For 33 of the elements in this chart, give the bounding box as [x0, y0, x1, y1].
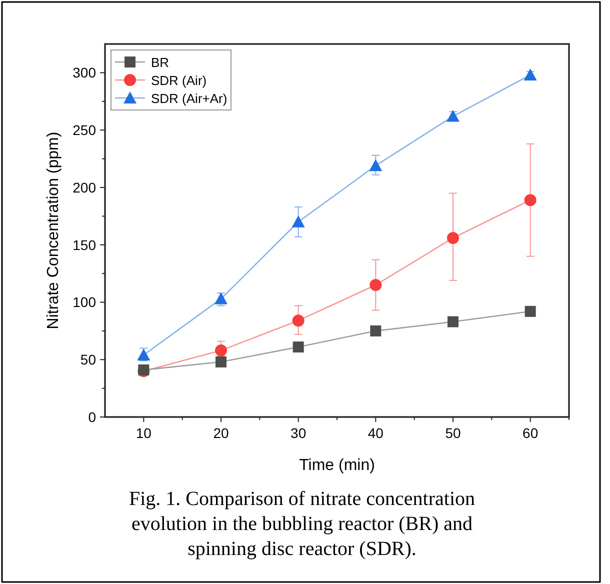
- point: [216, 356, 226, 368]
- y-tick-label: 250: [72, 122, 96, 138]
- x-tick-label: 50: [445, 425, 461, 441]
- y-tick-label: 300: [72, 64, 96, 81]
- point: [524, 194, 536, 206]
- y-tick-label: 150: [72, 236, 96, 253]
- y-axis-title: Nitrate Concentration (ppm): [45, 132, 62, 330]
- point: [448, 316, 458, 328]
- y-tick-label: 0: [88, 409, 96, 425]
- x-tick-label: 30: [290, 425, 306, 441]
- legend-label: SDR (Air+Ar): [151, 91, 228, 106]
- point: [215, 344, 227, 356]
- x-tick-label: 20: [213, 425, 229, 441]
- point: [447, 232, 459, 244]
- y-tick-label: 200: [72, 179, 96, 196]
- caption: Fig. 1. Comparison of nitrate concentration evolution in the bubbling reactor (BR) and spinning disc reactor (SDR).: [128, 488, 476, 560]
- x-tick-label: 40: [368, 425, 384, 441]
- point: [292, 215, 305, 228]
- y-tick-label: 50: [80, 352, 96, 368]
- point: [524, 306, 536, 317]
- legend-label: BR: [151, 55, 170, 70]
- y-tick-label: 100: [72, 294, 96, 310]
- x-tick-label: 10: [136, 425, 152, 441]
- point: [370, 279, 382, 292]
- legend-label: SDR (Air): [151, 73, 207, 88]
- point: [446, 110, 460, 122]
- point: [292, 314, 304, 327]
- x-axis-title: Time (min): [299, 457, 375, 474]
- point: [369, 159, 382, 172]
- point: [370, 325, 382, 336]
- point: [524, 68, 537, 80]
- x-tick-label: 60: [522, 425, 538, 441]
- point: [292, 341, 304, 352]
